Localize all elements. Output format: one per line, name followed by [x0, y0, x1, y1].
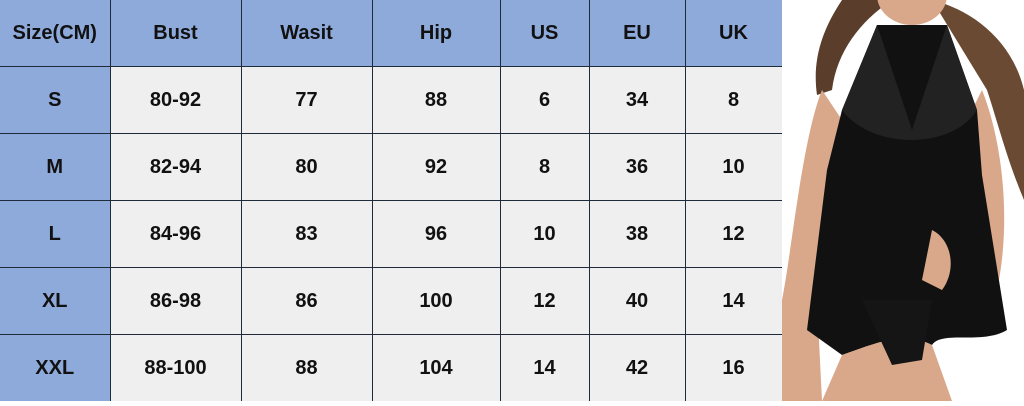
table-cell: 88-100 — [109, 334, 242, 401]
table-cell: 10 — [499, 200, 590, 268]
table-cell: 80 — [240, 133, 373, 201]
table-cell: 42 — [588, 334, 686, 401]
table-cell: 12 — [684, 200, 783, 268]
column-header: Size(CM) — [0, 0, 111, 67]
table-cell: 38 — [588, 200, 686, 268]
column-header: Bust — [109, 0, 242, 67]
table-cell: 36 — [588, 133, 686, 201]
table-cell: 6 — [499, 66, 590, 134]
table-cell: 16 — [684, 334, 783, 401]
table-cell: 34 — [588, 66, 686, 134]
table-cell: 77 — [240, 66, 373, 134]
table-row: S 80-92 77 88 6 34 8 — [0, 66, 783, 134]
table-cell: 14 — [499, 334, 590, 401]
size-label: XL — [0, 267, 111, 335]
size-label: S — [0, 66, 111, 134]
table-cell: 88 — [240, 334, 373, 401]
table-row: L 84-96 83 96 10 38 12 — [0, 200, 783, 268]
column-header: UK — [684, 0, 783, 67]
table-cell: 104 — [371, 334, 501, 401]
table-cell: 84-96 — [109, 200, 242, 268]
column-header: Wasit — [240, 0, 373, 67]
table-cell: 12 — [499, 267, 590, 335]
column-header: US — [499, 0, 590, 67]
table-cell: 86-98 — [109, 267, 242, 335]
table-cell: 92 — [371, 133, 501, 201]
table-cell: 14 — [684, 267, 783, 335]
table-cell: 82-94 — [109, 133, 242, 201]
table-cell: 80-92 — [109, 66, 242, 134]
table-cell: 86 — [240, 267, 373, 335]
size-label: L — [0, 200, 111, 268]
table-row: M 82-94 80 92 8 36 10 — [0, 133, 783, 201]
header-row: Size(CM) Bust Wasit Hip US EU UK — [0, 0, 783, 67]
column-header: EU — [588, 0, 686, 67]
table-cell: 96 — [371, 200, 501, 268]
table-row: XXL 88-100 88 104 14 42 16 — [0, 334, 783, 401]
table-cell: 10 — [684, 133, 783, 201]
product-photo — [782, 0, 1024, 401]
size-chart-table: Size(CM) Bust Wasit Hip US EU UK S 80-92 77 88 6 34 8… — [0, 0, 783, 401]
table-cell: 88 — [371, 66, 501, 134]
size-label: M — [0, 133, 111, 201]
table-cell: 40 — [588, 267, 686, 335]
table-cell: 8 — [684, 66, 783, 134]
size-label: XXL — [0, 334, 111, 401]
column-header: Hip — [371, 0, 501, 67]
table-row: XL 86-98 86 100 12 40 14 — [0, 267, 783, 335]
table-cell: 8 — [499, 133, 590, 201]
table-cell: 100 — [371, 267, 501, 335]
table-cell: 83 — [240, 200, 373, 268]
